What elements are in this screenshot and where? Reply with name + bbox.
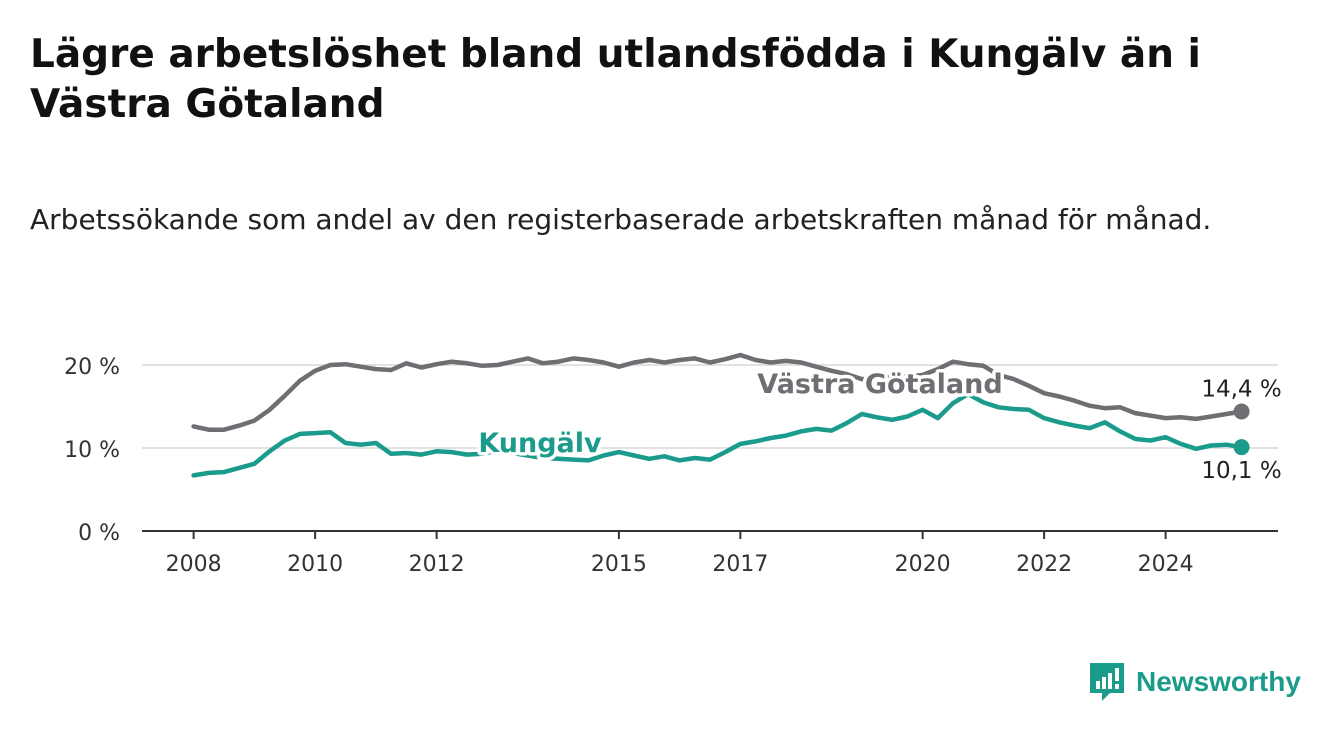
y-axis: 0 % 10 % 20 %	[64, 355, 120, 546]
series-name-label-kungalv: Kungälv	[478, 428, 602, 459]
x-tick-label: 2012	[409, 552, 465, 577]
series-end-value-label-kungalv: 10,1 %	[1201, 458, 1281, 484]
series-line-vastra-gotaland	[191, 352, 1244, 432]
newsworthy-logo: Newsworthy	[1088, 661, 1301, 703]
line-chart: 0 % 10 % 20 % 2008 2010 2012 2015 2017 2020 2022…	[64, 352, 1284, 577]
newsworthy-logo-text: Newsworthy	[1136, 666, 1301, 697]
series-line-kungalv	[191, 391, 1244, 478]
x-tick-label: 2020	[895, 552, 951, 577]
y-tick-label: 20 %	[64, 355, 120, 380]
x-tick-label: 2022	[1016, 552, 1072, 577]
x-tick-label: 2010	[287, 552, 343, 577]
x-tick-label: 2017	[712, 552, 768, 577]
x-axis: 2008 2010 2012 2015 2017 2020 2022 2024	[142, 530, 1278, 577]
x-tick-label: 2008	[166, 552, 222, 577]
x-tick-label: 2024	[1138, 552, 1194, 577]
series-labels: Västra Götaland Kungälv 14,4 % 10,1 %	[475, 366, 1284, 487]
series-end-value-label-vastra-gotaland: 14,4 %	[1201, 376, 1281, 402]
y-tick-label: 0 %	[78, 521, 120, 546]
chart-title: Lägre arbetslöshet bland utlandsfödda i …	[30, 32, 1201, 127]
series	[191, 352, 1250, 478]
x-tick-label: 2015	[591, 552, 647, 577]
newsworthy-logo-icon	[1090, 663, 1124, 701]
series-end-dot-vastra-gotaland	[1233, 403, 1250, 420]
series-end-dot-kungalv	[1233, 439, 1250, 456]
chart-subtitle: Arbetssökande som andel av den registerb…	[30, 203, 1212, 236]
y-tick-label: 10 %	[64, 438, 120, 463]
series-name-label-vastra-gotaland: Västra Götaland	[757, 369, 1002, 400]
